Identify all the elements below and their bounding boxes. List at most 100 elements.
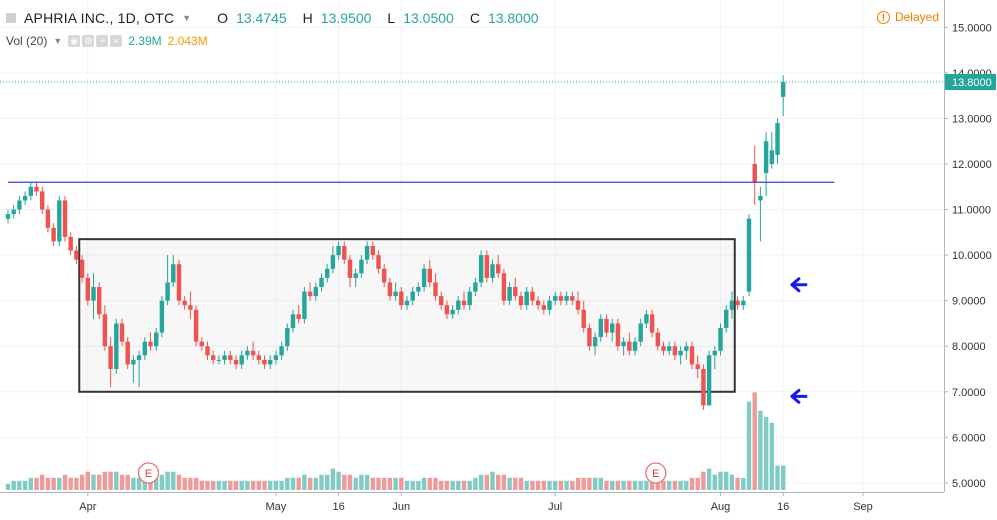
eye-icon[interactable]: ◉ — [68, 35, 81, 47]
candle-body — [91, 287, 96, 301]
candle-body — [769, 150, 774, 164]
candle-body — [85, 277, 90, 301]
candle-body — [490, 264, 495, 278]
volume-bar — [216, 480, 222, 490]
candle-body — [131, 359, 136, 365]
volume-bar — [154, 477, 159, 490]
volume-bar — [416, 480, 421, 490]
candle-body — [370, 246, 375, 256]
volume-bar — [490, 471, 495, 490]
candle-body — [22, 195, 28, 201]
candle-body — [285, 328, 290, 347]
add-icon[interactable]: + — [96, 35, 109, 47]
candle-body — [11, 209, 16, 215]
candle-body — [336, 246, 341, 256]
volume-bar — [473, 477, 478, 490]
volume-bar — [387, 477, 393, 490]
candle-body — [718, 328, 723, 351]
candle-body — [570, 296, 575, 301]
volume-bar — [11, 480, 16, 490]
candle-body — [28, 186, 33, 196]
candle-body — [205, 346, 210, 356]
volume-bar — [524, 480, 529, 490]
volume-bar — [706, 468, 712, 490]
time-axis-tick-label: May — [266, 501, 287, 513]
volume-bar — [535, 480, 541, 490]
candle-body — [404, 300, 410, 306]
volume-bar — [444, 480, 450, 490]
volume-bar — [45, 477, 51, 490]
candle-body — [222, 355, 227, 360]
volume-bar — [775, 465, 780, 490]
candle-body — [359, 259, 364, 274]
volume-bar — [530, 480, 535, 490]
volume-bar — [695, 477, 700, 490]
time-axis-tick-label: 16 — [332, 501, 344, 513]
candle-body — [610, 323, 615, 333]
volume-bar — [131, 477, 136, 490]
volume-bar — [188, 477, 193, 490]
volume-bar — [193, 477, 199, 490]
volume-indicator-label[interactable]: Vol (20) — [6, 34, 48, 48]
earnings-marker-label: E — [652, 468, 659, 480]
candle-body — [268, 359, 273, 365]
time-axis-background — [0, 492, 997, 520]
candle-body — [695, 364, 700, 369]
volume-bar — [404, 480, 410, 490]
candle-body — [615, 323, 621, 347]
volume-bar — [239, 480, 244, 490]
volume-bar — [222, 480, 227, 490]
volume-bar — [513, 477, 518, 490]
volume-bar — [57, 477, 62, 490]
volume-bar — [256, 480, 261, 490]
candle-body — [564, 296, 569, 301]
delayed-status[interactable]: ! Delayed — [876, 10, 939, 24]
candle-body — [114, 323, 119, 369]
symbol-title[interactable]: APHRIA INC., 1D, OTC — [24, 10, 175, 26]
candle-body — [40, 191, 45, 210]
candle-body — [604, 318, 609, 333]
volume-bar — [290, 477, 296, 490]
volume-bar — [279, 480, 284, 490]
volume-bar — [467, 480, 472, 490]
gear-icon[interactable]: ⚙ — [82, 35, 95, 47]
candle-body — [393, 291, 398, 297]
volume-bar — [729, 474, 735, 490]
candle-body — [159, 300, 165, 333]
volume-bar — [171, 471, 176, 490]
chevron-down-icon[interactable]: ▼ — [182, 13, 192, 23]
volume-bar — [518, 477, 524, 490]
volume-bar — [28, 477, 33, 490]
chevron-down-icon[interactable]: ▼ — [53, 36, 63, 46]
candle-body — [649, 314, 655, 333]
volume-bar — [108, 471, 113, 490]
volume-bar — [718, 471, 723, 490]
volume-bar — [689, 477, 695, 490]
candle-body — [706, 355, 712, 406]
volume-bar — [672, 480, 678, 490]
volume-ma-value: 2.043M — [167, 34, 208, 48]
candle-body — [581, 309, 586, 328]
volume-bar — [336, 471, 341, 490]
candle-body — [165, 282, 170, 301]
volume-bar — [701, 471, 706, 490]
volume-bar — [587, 477, 592, 490]
volume-bar — [433, 477, 438, 490]
volume-bar — [421, 477, 427, 490]
volume-bar — [496, 474, 501, 490]
volume-bar — [427, 477, 432, 490]
volume-bar — [644, 480, 649, 490]
volume-bar — [558, 480, 564, 490]
volume-bar — [615, 480, 621, 490]
price-axis-tick-label: 9.0000 — [952, 296, 986, 308]
time-axis-tick-label: Aug — [711, 501, 731, 513]
candle-body — [535, 300, 541, 306]
volume-bar — [342, 474, 347, 490]
indicator-controls: ◉ ⚙ + × — [68, 35, 123, 47]
candle-body — [382, 268, 387, 283]
high-value: 13.9500 — [320, 10, 372, 26]
volume-bar — [564, 480, 569, 490]
close-icon[interactable]: × — [110, 35, 123, 47]
volume-bar — [102, 471, 108, 490]
